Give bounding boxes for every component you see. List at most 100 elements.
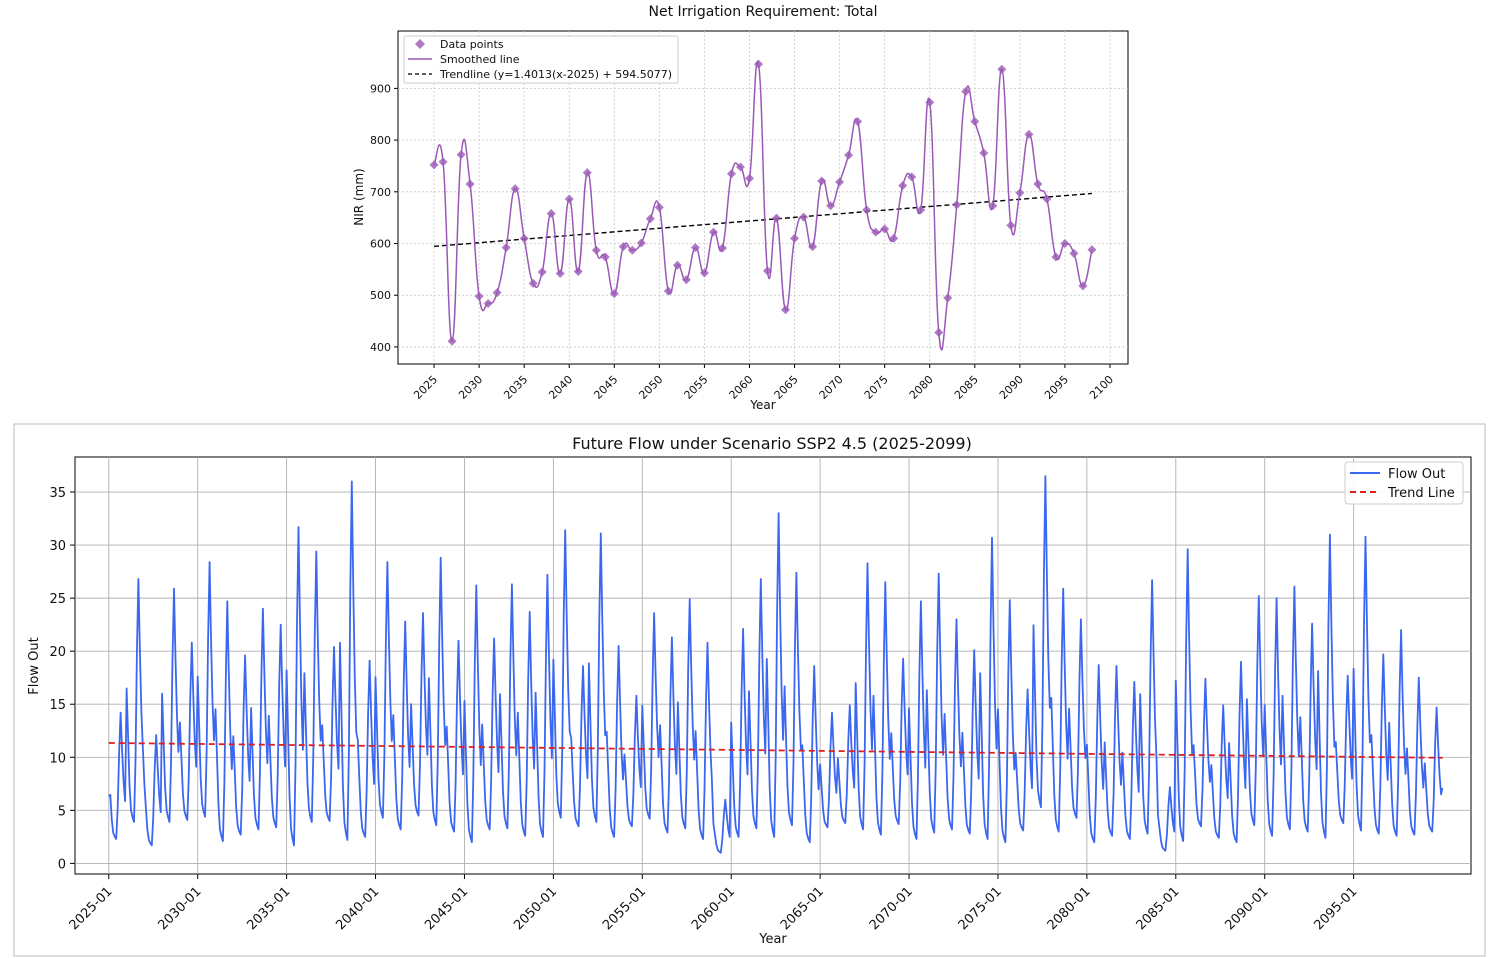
nir-x-tick-label: 2030	[456, 373, 485, 402]
flow-y-tick-label: 25	[49, 592, 66, 607]
nir-trendline	[433, 192, 1093, 248]
flow-trend-line	[108, 742, 1443, 759]
nir-data-point	[1006, 220, 1016, 230]
nir-data-point	[844, 150, 854, 160]
nir-data-point	[862, 205, 872, 215]
nir-data-point	[447, 336, 457, 346]
nir-x-tick-label: 2095	[1042, 373, 1071, 402]
nir-data-point	[672, 260, 682, 270]
nir-data-point	[781, 305, 791, 315]
nir-y-tick-label: 600	[370, 238, 391, 251]
nir-data-point	[474, 291, 484, 301]
nir-data-point	[690, 243, 700, 253]
nir-data-point	[483, 299, 493, 309]
nir-data-point	[600, 252, 610, 262]
nir-data-point	[943, 293, 953, 303]
flow-y-axis-label: Flow Out	[27, 637, 42, 694]
flow-x-tick-label: 2045-01	[422, 884, 471, 933]
nir-plot-area	[397, 30, 1129, 365]
nir-x-tick-label: 2100	[1087, 373, 1116, 402]
nir-data-point	[510, 184, 520, 194]
nir-y-tick-label: 800	[370, 134, 391, 147]
flow-x-tick-label: 2070-01	[867, 884, 916, 933]
flow-x-tick-label: 2035-01	[244, 884, 293, 933]
flow-y-tick-label: 0	[58, 857, 66, 872]
nir-x-tick-label: 2065	[772, 373, 801, 402]
nir-data-point	[970, 116, 980, 126]
nir-x-tick-label: 2025	[411, 373, 440, 402]
nir-legend-box	[403, 35, 679, 84]
nir-data-point	[1024, 129, 1034, 139]
flow-y-tick-label: 15	[49, 698, 66, 713]
nir-data-point	[790, 233, 800, 243]
nir-data-point	[456, 150, 466, 160]
nir-chart-title: Net Irrigation Requirement: Total	[649, 4, 878, 20]
legend-trendline-label: Trendline (y=1.4013(x-2025) + 594.5077)	[439, 68, 672, 81]
nir-data-point	[916, 205, 926, 215]
nir-data-point	[835, 177, 845, 187]
nir-data-point	[708, 227, 718, 237]
nir-data-point	[898, 181, 908, 191]
flow-figure: Future Flow under Scenario SSP2 4.5 (202…	[27, 434, 1472, 947]
nir-data-point	[1069, 248, 1079, 258]
flow-x-tick-label: 2095-01	[1311, 884, 1360, 933]
nir-data-point	[826, 201, 836, 211]
nir-data-point	[1051, 252, 1061, 262]
flow-y-tick-label: 30	[49, 539, 66, 554]
nir-data-point	[961, 86, 971, 96]
nir-x-tick-label: 2050	[636, 373, 665, 402]
nir-data-point	[880, 224, 890, 234]
nir-data-point	[1042, 194, 1052, 204]
nir-x-tick-label: 2045	[591, 373, 620, 402]
nir-data-point	[744, 173, 754, 183]
nir-data-point	[934, 327, 944, 337]
nir-data-point	[519, 233, 529, 243]
legend-diamond-marker	[415, 39, 425, 49]
nir-y-tick-label: 900	[370, 82, 391, 95]
nir-data-point	[645, 214, 655, 224]
nir-data-point	[1060, 239, 1070, 249]
nir-x-tick-label: 2040	[546, 373, 575, 402]
flow-out-line	[108, 475, 1444, 854]
nir-data-point	[564, 194, 574, 204]
nir-data-point	[699, 268, 709, 278]
nir-data-point	[988, 201, 998, 211]
nir-data-point	[907, 172, 917, 182]
nir-data-point	[681, 275, 691, 285]
nir-data-point	[501, 243, 511, 253]
nir-smoothed-line-group	[433, 60, 1093, 351]
nir-smoothed-line	[433, 60, 1093, 351]
nir-data-point	[465, 179, 475, 189]
flow-x-tick-label: 2075-01	[956, 884, 1005, 933]
nir-data-point	[997, 64, 1007, 74]
nir-x-tick-label: 2070	[817, 373, 846, 402]
flow-trendline-group	[108, 742, 1443, 759]
nir-data-point	[772, 213, 782, 223]
nir-data-point	[429, 160, 439, 170]
nir-data-point	[1015, 188, 1025, 198]
nir-data-point	[735, 162, 745, 172]
nir-data-point	[952, 200, 962, 210]
flow-y-tick-label: 35	[49, 486, 66, 501]
nir-data-point	[817, 176, 827, 186]
nir-trendline-group	[433, 192, 1093, 248]
nir-legend: Data points Smoothed line Trendline (y=1…	[403, 35, 679, 84]
nir-data-point	[582, 168, 592, 178]
flow-chart-title: Future Flow under Scenario SSP2 4.5 (202…	[572, 434, 972, 453]
legend-smoothed-line-label: Smoothed line	[440, 53, 520, 66]
nir-data-point	[753, 59, 763, 69]
flow-out-line-group	[108, 475, 1444, 854]
nir-data-point	[555, 269, 565, 279]
nir-data-point	[808, 242, 818, 252]
nir-data-point	[609, 289, 619, 299]
legend-trend-line-label: Trend Line	[1387, 486, 1455, 501]
nir-x-tick-label: 2085	[952, 373, 981, 402]
flow-x-axis-label: Year	[758, 932, 787, 947]
nir-data-point	[537, 267, 547, 277]
nir-data-point	[654, 202, 664, 212]
legend-flow-out-label: Flow Out	[1388, 467, 1445, 482]
nir-data-point	[1033, 179, 1043, 189]
nir-gridlines	[398, 31, 1128, 364]
nir-figure: Net Irrigation Requirement: Total 2025 20…	[352, 4, 1129, 412]
flow-y-tick-label: 5	[58, 804, 66, 819]
